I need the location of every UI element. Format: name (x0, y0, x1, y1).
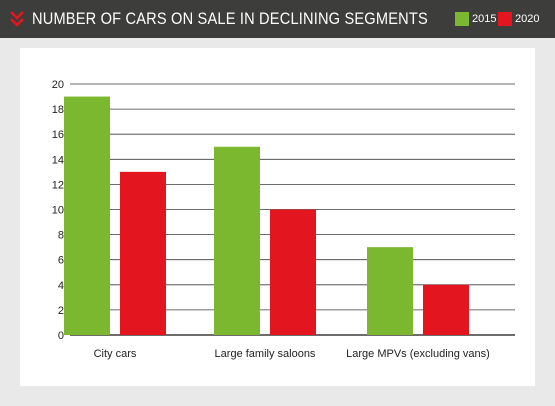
legend-swatch-2015 (455, 12, 469, 26)
legend-label-2015: 2015 (472, 13, 497, 25)
bar-2020-2 (423, 284, 469, 335)
chart-title: NUMBER OF CARS ON SALE IN DECLINING SEGM… (32, 9, 428, 28)
bar-2015-2 (367, 247, 413, 335)
y-tick-label: 20 (52, 79, 64, 91)
bar-2020-1 (270, 209, 316, 335)
legend-swatch-2020 (498, 12, 512, 26)
chart-card: 0 2 4 6 8 10 12 14 16 18 20 City cars Large family s… (20, 48, 535, 386)
y-tick-label: 0 (58, 330, 64, 342)
x-category-label: Large family saloons (215, 348, 316, 360)
y-tick-label: 4 (58, 280, 64, 292)
legend-label-2020: 2020 (515, 13, 540, 25)
x-category-label: Large MPVs (excluding vans) (346, 348, 490, 360)
bar-2015-0 (64, 96, 110, 335)
y-tick-label: 18 (52, 104, 64, 116)
y-tick-label: 6 (58, 255, 64, 267)
y-tick-label: 2 (58, 305, 64, 317)
y-tick-label: 14 (52, 154, 64, 166)
y-tick-label: 8 (58, 230, 64, 242)
y-tick-label: 10 (52, 205, 64, 217)
bar-2020-0 (120, 171, 166, 335)
chevron-down-icon (10, 11, 24, 27)
x-category-label: City cars (94, 348, 137, 360)
bar-2015-1 (214, 146, 260, 335)
y-tick-label: 12 (52, 179, 64, 191)
y-tick-label: 16 (52, 129, 64, 141)
chart-header: NUMBER OF CARS ON SALE IN DECLINING SEGM… (0, 0, 555, 38)
bar-chart: 0 2 4 6 8 10 12 14 16 18 20 City cars Large family s… (52, 79, 515, 360)
